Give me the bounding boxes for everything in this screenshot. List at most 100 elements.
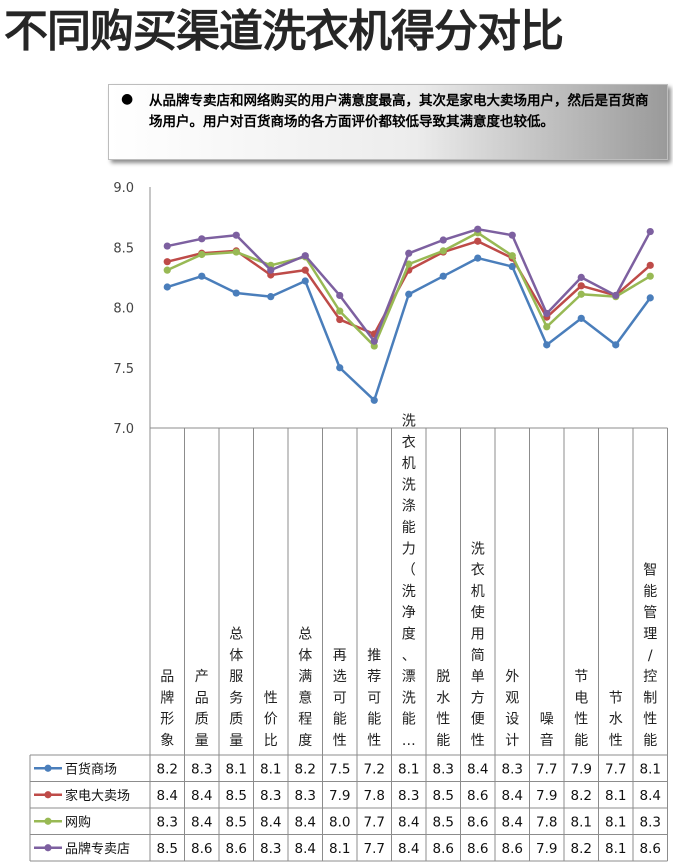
legend-label: 网购 [65, 814, 91, 830]
table-cell: 8.3 [260, 788, 281, 804]
table-cell: 8.4 [157, 788, 178, 804]
x-tick-label: 总体满意程度 [298, 627, 312, 750]
table-cell: 8.4 [640, 788, 661, 804]
data-point [232, 248, 240, 256]
table-cell: 7.7 [364, 841, 385, 857]
table-cell: 8.6 [467, 841, 488, 857]
y-tick-label: 8.5 [113, 241, 134, 256]
table-cell: 8.5 [226, 814, 247, 830]
legend-label: 品牌专卖店 [65, 841, 130, 857]
x-tick-label: 脱水性能 [436, 669, 450, 749]
table-cell: 8.4 [467, 761, 488, 777]
note-box: ● 从品牌专卖店和网络购买的用户满意度最高，其次是家电大卖场用户，然后是百货商场… [108, 84, 668, 160]
table-cell: 7.9 [329, 788, 350, 804]
table-cell: 8.1 [571, 814, 592, 830]
table-cell: 8.6 [226, 841, 247, 857]
data-point [577, 314, 585, 322]
legend-marker [44, 817, 52, 825]
table-cell: 8.6 [433, 841, 454, 857]
data-point [439, 247, 447, 255]
data-point [370, 396, 378, 404]
table-cell: 8.4 [398, 814, 419, 830]
data-point [301, 277, 309, 285]
table-cell: 8.6 [502, 841, 523, 857]
table-cell: 8.0 [329, 814, 350, 830]
table-cell: 8.4 [502, 788, 523, 804]
table-cell: 8.4 [260, 814, 281, 830]
data-point [232, 231, 240, 239]
data-point [163, 242, 171, 250]
table-cell: 8.4 [398, 841, 419, 857]
data-point [163, 258, 171, 266]
x-tick-label: 节水性 [609, 690, 623, 749]
data-point [508, 231, 516, 239]
data-point [577, 290, 585, 298]
data-point [474, 225, 482, 233]
table-cell: 7.8 [536, 814, 557, 830]
legend-marker [44, 791, 52, 799]
data-point [163, 266, 171, 274]
table-cell: 8.3 [502, 761, 523, 777]
legend-label: 家电大卖场 [65, 788, 130, 804]
data-point [646, 294, 654, 302]
data-point [336, 307, 344, 315]
table-cell: 7.2 [364, 761, 385, 777]
y-tick-label: 7.0 [113, 422, 134, 437]
table-cell: 8.1 [605, 788, 626, 804]
note-bullet: ● [121, 91, 134, 107]
table-cell: 8.2 [571, 788, 592, 804]
legend-marker [44, 764, 52, 772]
data-point [646, 272, 654, 280]
table-cell: 7.5 [329, 761, 350, 777]
data-point [577, 273, 585, 281]
table-cell: 8.3 [260, 841, 281, 857]
table-cell: 8.4 [295, 841, 316, 857]
x-tick-label: 再选可能性 [333, 648, 347, 749]
data-point [612, 291, 620, 300]
legend-label: 百货商场 [65, 761, 117, 777]
data-point [577, 282, 585, 290]
data-point [301, 252, 309, 260]
data-point [198, 250, 206, 259]
table-cell: 8.6 [640, 841, 661, 857]
x-tick-label: 总体服务质量 [229, 627, 243, 750]
x-tick-label: 产品质量 [195, 669, 209, 749]
table-cell: 7.8 [364, 788, 385, 804]
table-cell: 8.3 [640, 814, 661, 830]
note-text: 从品牌专卖店和网络购买的用户满意度最高，其次是家电大卖场用户，然后是百货商场用户… [149, 93, 649, 130]
data-point [163, 283, 171, 291]
data-point [198, 235, 206, 243]
table-cell: 8.5 [157, 841, 178, 857]
table-cell: 8.6 [191, 841, 212, 857]
data-point [612, 341, 620, 349]
table-cell: 8.4 [295, 814, 316, 830]
legend-marker [44, 844, 52, 852]
data-point [405, 249, 413, 257]
table-cell: 7.7 [605, 761, 626, 777]
table-cell: 8.2 [295, 761, 316, 777]
page-title: 不同购买渠道洗衣机得分对比 [4, 6, 564, 57]
x-tick-label: 噪音 [540, 712, 554, 749]
y-tick-label: 8.0 [113, 302, 134, 317]
table-cell: 8.3 [433, 761, 454, 777]
table-cell: 8.3 [398, 788, 419, 804]
data-point [646, 261, 654, 269]
data-point [198, 272, 206, 280]
table-cell: 8.5 [433, 788, 454, 804]
data-point [370, 337, 378, 345]
data-point [267, 266, 275, 274]
x-tick-label: 推荐可能性 [367, 648, 381, 749]
x-tick-label: 外观设计 [505, 669, 519, 749]
x-tick-label: 节电性能 [574, 669, 588, 749]
table-cell: 7.9 [536, 788, 557, 804]
table-cell: 8.6 [467, 814, 488, 830]
y-tick-label: 7.5 [113, 362, 134, 377]
table-cell: 8.3 [191, 761, 212, 777]
x-tick-label: 品牌形象 [160, 669, 174, 749]
y-tick-label: 9.0 [113, 181, 134, 196]
data-point [439, 272, 447, 280]
table-cell: 8.1 [605, 841, 626, 857]
data-point [646, 227, 654, 236]
table-cell: 7.7 [364, 814, 385, 830]
